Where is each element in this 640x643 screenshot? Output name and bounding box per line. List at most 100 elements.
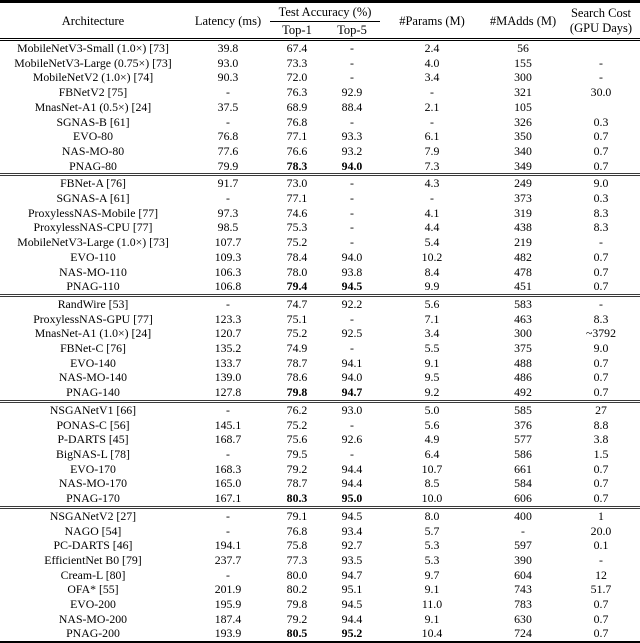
top1-cell: 78.4 — [286, 249, 308, 264]
params-cell: 5.7 — [424, 523, 440, 538]
architecture-cell: BigNAS-L [78] — [56, 446, 130, 461]
architecture-cell: NAS-MO-80 — [61, 143, 125, 158]
top1-cell: 68.9 — [286, 99, 308, 114]
architecture-cell: MnasNet-A1 (0.5×) [24] — [34, 99, 152, 114]
madds-cell: 349 — [514, 158, 532, 173]
search-cost-cell: 20.0 — [590, 523, 612, 538]
top1-cell: 75.6 — [286, 432, 308, 447]
table-row: PC-DARTS [46] 194.1 75.8 92.7 5.3 597 0.1 — [0, 538, 640, 553]
latency-cell: - — [226, 402, 230, 417]
top1-cell: 78.0 — [286, 264, 308, 279]
search-cost-cell: 1.5 — [593, 446, 609, 461]
top1-cell: 77.1 — [286, 129, 308, 144]
top1-cell: 75.2 — [286, 235, 308, 250]
header-architecture: Architecture — [61, 13, 125, 28]
row-group-5: NSGANetV2 [27] - 79.1 94.5 8.0 400 1 NAGO [54] -… — [0, 507, 640, 642]
architecture-cell: PC-DARTS [46] — [53, 538, 133, 553]
architecture-cell: MobileNetV3-Small (1.0×) [73] — [17, 41, 169, 55]
madds-cell: 743 — [514, 582, 532, 597]
search-cost-cell: 12 — [595, 567, 607, 582]
search-cost-cell: 0.7 — [593, 370, 609, 385]
params-cell: 10.7 — [421, 461, 443, 476]
top5-cell: 94.4 — [341, 611, 363, 626]
latency-cell: 187.4 — [214, 611, 242, 626]
table-row: EVO-110 109.3 78.4 94.0 10.2 482 0.7 — [0, 250, 640, 265]
params-cell: 4.9 — [424, 432, 440, 447]
architecture-cell: EVO-200 — [70, 597, 116, 612]
row-group-2: FBNet-A [76] 91.7 73.0-4.3 249 9.0 SGNAS-A [6… — [0, 174, 640, 296]
top5-cell: 94.1 — [341, 355, 363, 370]
architecture-cell: PNAG-110 — [66, 279, 120, 294]
table-row: FBNet-A [76] 91.7 73.0 - 4.3 249 9.0 — [0, 175, 640, 191]
header-test-accuracy: Test Accuracy (%) — [270, 1, 380, 22]
top1-cell: 76.3 — [286, 85, 308, 100]
search-cost-cell: 30.0 — [590, 85, 612, 100]
madds-cell: 326 — [514, 114, 532, 129]
madds-cell: 492 — [514, 385, 532, 400]
top1-cell: 72.0 — [286, 70, 308, 85]
latency-cell: - — [226, 85, 230, 100]
search-cost-cell: 0.1 — [593, 538, 609, 553]
latency-cell: 168.7 — [214, 432, 242, 447]
table-row: MobileNetV2 (1.0×) [74] 90.3 72.0 - 3.4 300 - — [0, 70, 640, 85]
latency-cell: 91.7 — [217, 176, 239, 191]
latency-cell: 123.3 — [214, 311, 242, 326]
latency-cell: 165.0 — [214, 476, 242, 491]
architecture-cell: EVO-80 — [73, 129, 113, 144]
top1-cell: 78.3 — [286, 158, 308, 173]
architecture-cell: NSGANetV1 [66] — [49, 402, 137, 417]
top1-cell: 74.9 — [286, 341, 308, 356]
latency-cell: 37.5 — [217, 99, 239, 114]
architecture-cell: NSGANetV2 [27] — [49, 508, 137, 523]
search-cost-cell: 0.7 — [593, 476, 609, 491]
header-latency: Latency (ms) — [194, 13, 262, 28]
latency-cell: 79.9 — [217, 158, 239, 173]
params-cell: 5.3 — [424, 538, 440, 553]
top5-cell: - — [350, 70, 354, 85]
search-cost-cell: 0.7 — [593, 355, 609, 370]
params-cell: 4.1 — [424, 205, 440, 220]
top5-cell: 93.4 — [341, 523, 363, 538]
architecture-cell: NAGO [54] — [64, 523, 122, 538]
params-cell: 10.2 — [421, 249, 443, 264]
architecture-cell: NAS-MO-170 — [58, 476, 128, 491]
search-cost-cell: 0.7 — [593, 264, 609, 279]
search-cost-cell: 51.7 — [590, 582, 612, 597]
params-cell: 4.3 — [424, 176, 440, 191]
params-cell: 6.1 — [424, 129, 440, 144]
search-cost-cell — [562, 100, 640, 115]
search-cost-cell: 1 — [598, 508, 604, 523]
table-row: NAS-MO-110 106.3 78.0 93.8 8.4 478 0.7 — [0, 265, 640, 280]
architecture-cell: MobileNetV3-Large (0.75×) [73] — [14, 55, 172, 70]
top5-cell: - — [350, 417, 354, 432]
table-row: EVO-140 133.7 78.7 94.1 9.1 488 0.7 — [0, 356, 640, 371]
top5-cell: 92.7 — [341, 538, 363, 553]
madds-cell: 586 — [514, 446, 532, 461]
top5-cell: - — [350, 41, 354, 55]
architecture-cell: NAS-MO-140 — [58, 370, 128, 385]
madds-cell: 451 — [514, 279, 532, 294]
madds-cell: 319 — [514, 205, 532, 220]
architecture-cell: MobileNetV3-Large (1.0×) [73] — [17, 235, 169, 250]
table-row: NSGANetV1 [66] - 76.2 93.0 5.0 585 27 — [0, 401, 640, 417]
params-cell: 9.1 — [424, 582, 440, 597]
latency-cell: 139.0 — [214, 370, 242, 385]
top5-cell: - — [350, 176, 354, 191]
header-params: #Params (M) — [399, 13, 465, 28]
top5-cell: 93.0 — [341, 402, 363, 417]
search-cost-cell: 0.7 — [593, 597, 609, 612]
params-cell: 9.2 — [424, 385, 440, 400]
params-cell: 5.5 — [424, 341, 440, 356]
top5-cell: 94.7 — [341, 385, 363, 400]
top5-cell: 92.6 — [341, 432, 363, 447]
top1-cell: 79.8 — [286, 597, 308, 612]
search-cost-cell: 9.0 — [593, 341, 609, 356]
top5-cell: 92.2 — [341, 296, 363, 311]
latency-cell: 93.0 — [217, 55, 239, 70]
madds-cell: 606 — [514, 491, 532, 506]
architecture-cell: MobileNetV2 (1.0×) [74] — [32, 70, 154, 85]
search-cost-cell: 0.7 — [593, 129, 609, 144]
params-cell: 11.0 — [421, 597, 443, 612]
params-cell: - — [430, 191, 434, 206]
